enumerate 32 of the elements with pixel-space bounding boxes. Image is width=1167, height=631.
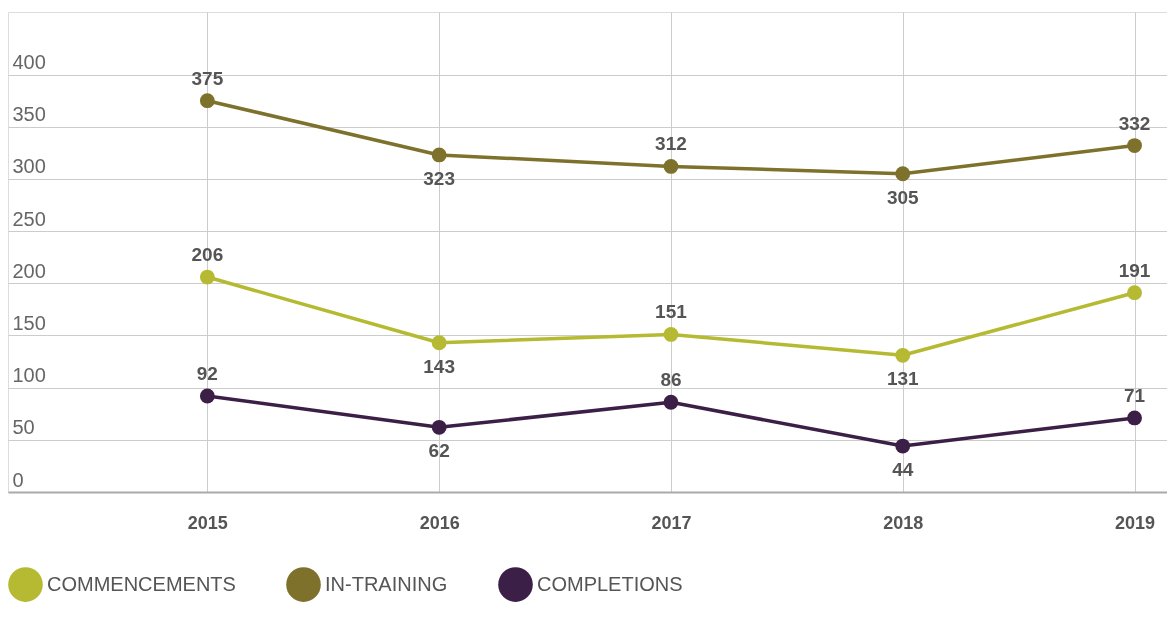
y-tick-label: 50 <box>12 416 35 439</box>
x-tick-label: 2017 <box>651 512 692 533</box>
y-tick-label: 350 <box>12 103 46 126</box>
data-label: 206 <box>191 244 224 266</box>
y-tick-label: 0 <box>12 468 24 491</box>
x-tick-label: 2015 <box>187 512 228 533</box>
data-label: 92 <box>196 363 218 384</box>
y-tick-label: 200 <box>12 259 46 282</box>
data-label: 151 <box>655 301 688 323</box>
x-tick-label: 2016 <box>419 512 460 533</box>
y-tick-label: 400 <box>12 51 46 74</box>
data-label: 62 <box>428 440 450 462</box>
data-label: 191 <box>1118 259 1151 281</box>
y-tick-label: 100 <box>12 364 46 387</box>
y-tick-label: 250 <box>12 207 46 230</box>
data-label: 131 <box>886 368 920 390</box>
x-tick-label: 2019 <box>1115 512 1156 533</box>
x-tick-label: 2018 <box>883 512 924 533</box>
data-label: 323 <box>423 167 455 189</box>
legend-label: COMMENCEMENTS <box>47 572 236 595</box>
data-label: 332 <box>1118 112 1151 134</box>
y-tick-label: 300 <box>12 155 46 178</box>
data-label: 312 <box>655 133 687 155</box>
legend-label: COMPLETIONS <box>537 572 683 595</box>
data-label: 71 <box>1123 384 1146 406</box>
y-tick-label: 150 <box>12 311 46 334</box>
data-label: 305 <box>886 186 920 208</box>
data-label: 143 <box>423 355 455 377</box>
data-label: 86 <box>660 369 682 391</box>
legend-label: IN-TRAINING <box>325 572 448 595</box>
data-label: 44 <box>892 459 914 481</box>
data-label: 375 <box>191 67 224 89</box>
